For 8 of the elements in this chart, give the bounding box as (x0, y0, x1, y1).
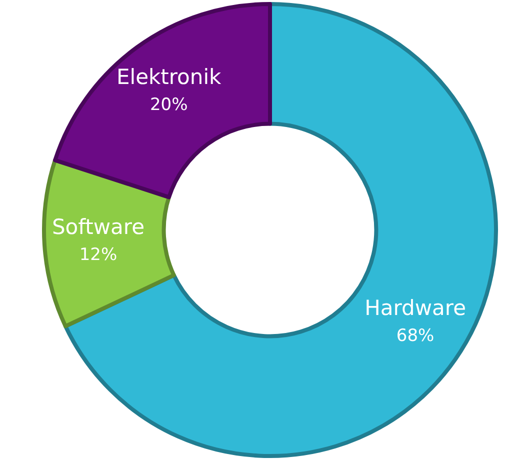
donut-slice (53, 2, 272, 200)
donut-slice (42, 158, 176, 328)
slice-label: Elektronik (116, 64, 222, 89)
slice-label: Software (52, 214, 145, 239)
data-label: 20% (150, 94, 188, 115)
data-label: 12% (79, 244, 118, 265)
slice-label: Hardware (364, 296, 466, 320)
data-label: 68% (396, 326, 434, 346)
